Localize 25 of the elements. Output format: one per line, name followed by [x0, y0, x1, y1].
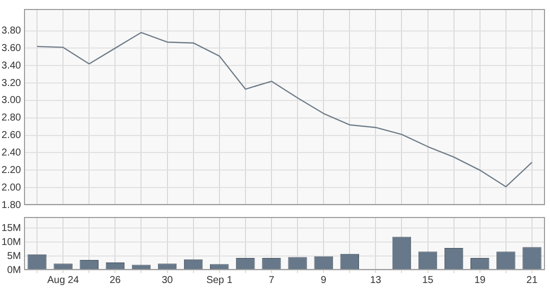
y-tick-label: 3.40	[2, 60, 22, 72]
x-tick-label: 15	[422, 274, 434, 286]
y-tick-label: 10M	[2, 236, 21, 248]
x-tick-label: 21	[526, 274, 538, 286]
x-tick-label: 7	[268, 274, 275, 286]
y-tick-label: 3.20	[2, 78, 22, 89]
x-tick-label: 30	[162, 274, 174, 286]
y-tick-label: 2.80	[2, 112, 22, 124]
x-tick-label: 9	[320, 274, 327, 286]
x-tick-label: 13	[370, 274, 382, 286]
x-tick-label: 19	[474, 274, 486, 286]
x-tick-label: 26	[110, 274, 122, 286]
y-tick-label: 1.80	[2, 200, 22, 211]
y-tick-label: 15M	[2, 222, 21, 234]
y-tick-label: 2.00	[2, 182, 22, 194]
y-tick-label: 3.00	[2, 95, 22, 106]
y-tick-label: 2.20	[2, 164, 22, 176]
y-tick-label: 5M	[7, 250, 21, 262]
y-tick-label: 3.60	[2, 42, 22, 54]
x-tick-label: Aug 24	[47, 274, 80, 286]
y-tick-label: 2.40	[2, 147, 22, 158]
x-tick-label: Sep 1	[206, 274, 233, 286]
y-tick-label: 2.60	[2, 130, 22, 142]
y-tick-label: 3.80	[2, 26, 22, 37]
y-tick-label: 0M	[7, 264, 21, 276]
